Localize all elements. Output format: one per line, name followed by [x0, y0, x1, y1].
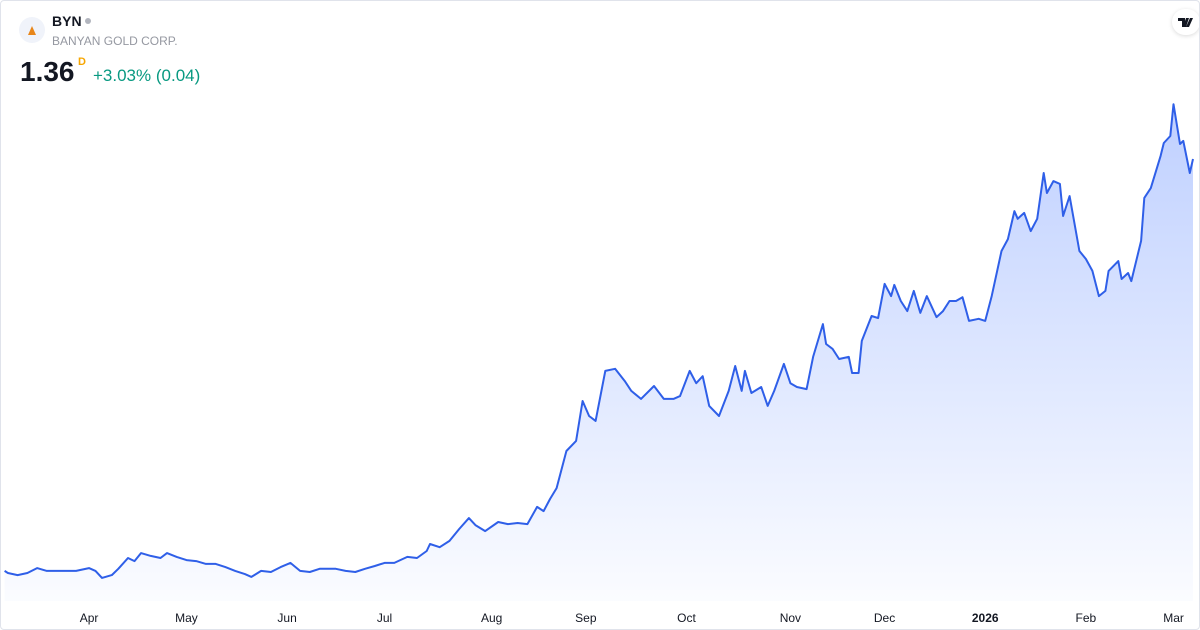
x-tick-label: Nov: [780, 611, 801, 625]
x-tick-label: Dec: [874, 611, 895, 625]
logo: [19, 17, 45, 43]
price-line: [4, 103, 1194, 579]
x-tick-label: Aug: [481, 611, 502, 625]
company-name: BANYAN GOLD CORP.: [52, 34, 178, 48]
x-tick-label: Sep: [575, 611, 597, 625]
interval: D: [78, 56, 86, 68]
x-tick-label: Apr: [80, 611, 99, 625]
price: 1.36: [20, 56, 75, 87]
change: +3.03% (0.04): [93, 66, 201, 85]
brand-icon: [1178, 18, 1193, 27]
x-tick-label: Oct: [677, 611, 696, 625]
brand-logo[interactable]: [1172, 9, 1199, 35]
x-tick-label: 2026: [972, 611, 999, 625]
x-tick-label: May: [175, 611, 198, 625]
logo-icon: [28, 26, 36, 35]
x-tick-label: Mar: [1163, 611, 1184, 625]
x-tick-label: Jun: [277, 611, 296, 625]
status-dot: [85, 18, 91, 24]
x-tick-label: Jul: [377, 611, 392, 625]
x-tick-label: Feb: [1076, 611, 1097, 625]
area-fill: [4, 104, 1194, 601]
symbol: BYN: [52, 13, 82, 29]
